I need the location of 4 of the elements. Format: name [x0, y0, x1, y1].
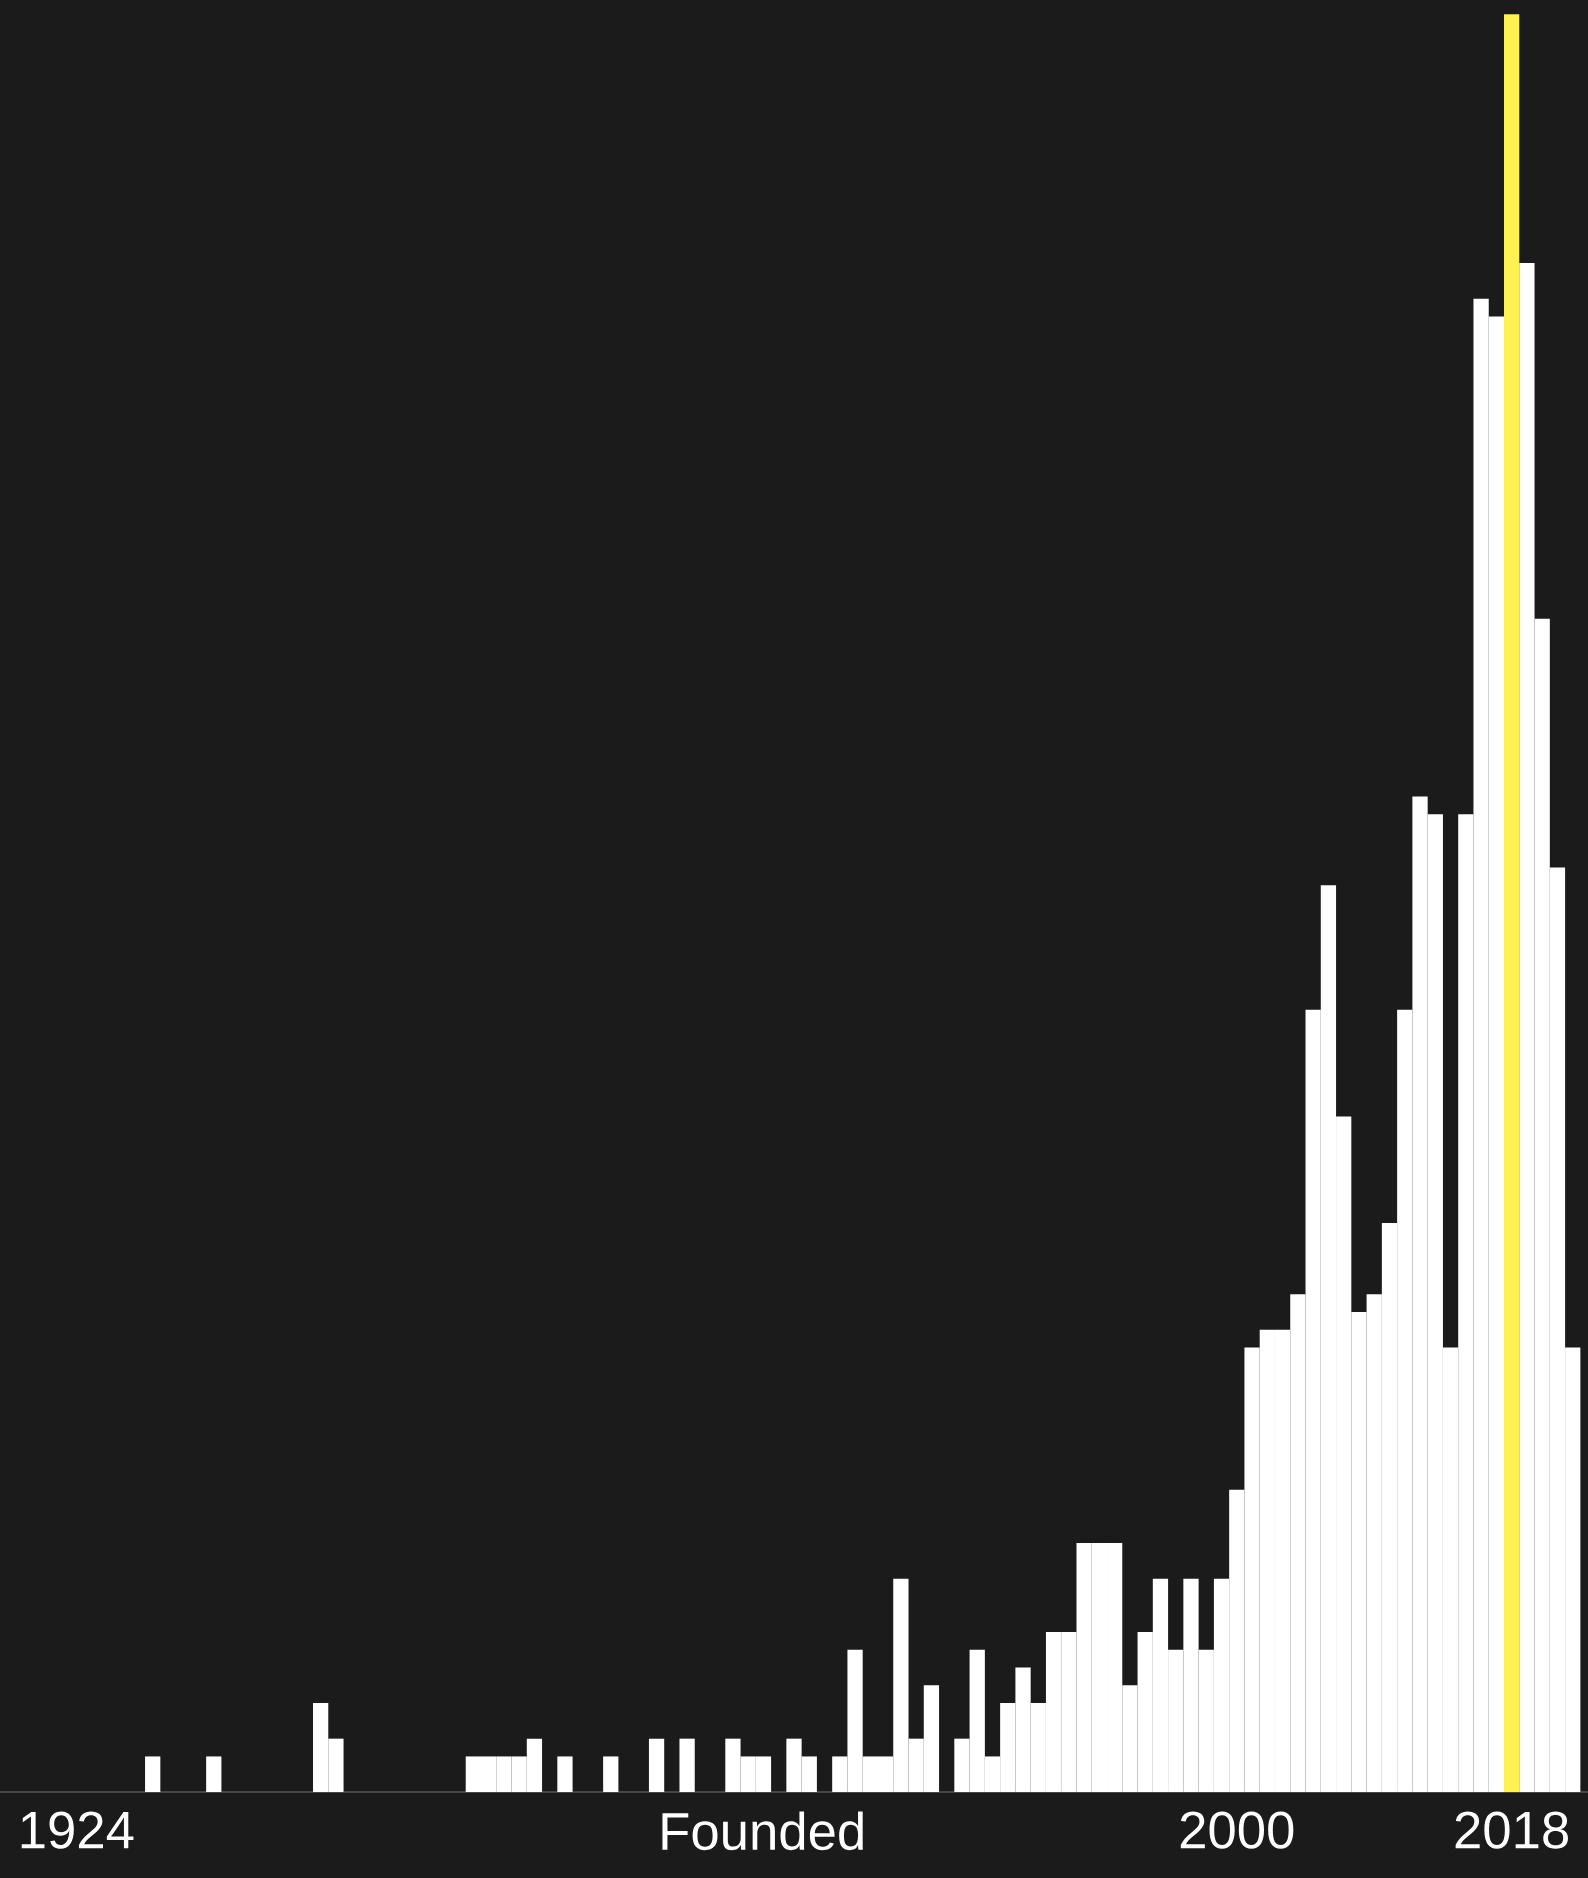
x-tick-label: 2000: [1180, 1811, 1294, 1849]
x-axis-title: Founded: [662, 1811, 863, 1851]
x-tick-label: 1924: [21, 1811, 134, 1849]
x-tick-label: 2018: [1455, 1811, 1568, 1849]
